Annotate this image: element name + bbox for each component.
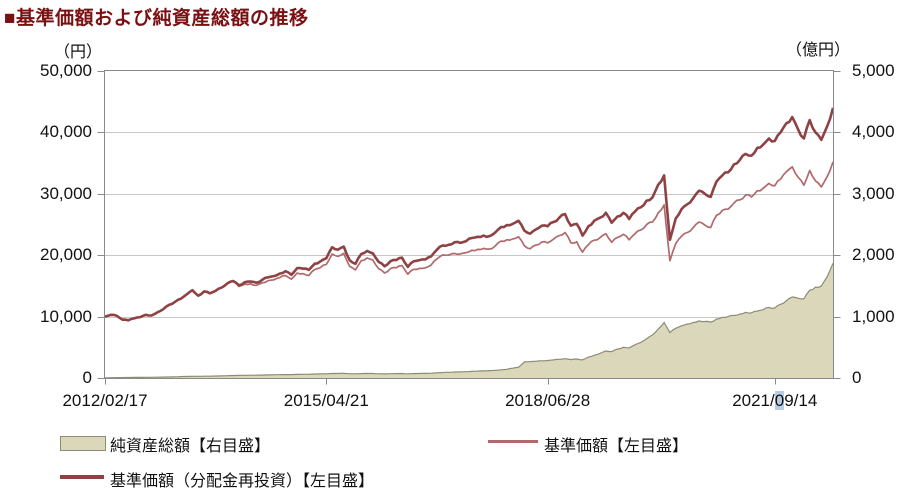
left-axis-unit: （円）: [54, 44, 103, 61]
plot-border: [104, 70, 834, 379]
legend-label-nav: 基準価額【左目盛】: [544, 438, 689, 455]
page-title: ■基準価額および純資産総額の推移: [4, 8, 309, 29]
nav-line: [104, 161, 834, 322]
legend-swatch-assets: [60, 436, 106, 451]
assets-area-edge: [105, 262, 834, 379]
legend-label-assets: 純資産総額【右目盛】: [110, 438, 271, 455]
legend-swatch-nav: [488, 440, 538, 443]
nav-reinvested-line: [104, 107, 835, 322]
legend-swatch-nav-reinvested: [60, 475, 104, 479]
right-axis-unit: （億円）: [786, 42, 851, 59]
assets-area: [105, 263, 833, 378]
legend-label-nav-reinvested: 基準価額（分配金再投資）【左目盛】: [110, 473, 375, 490]
